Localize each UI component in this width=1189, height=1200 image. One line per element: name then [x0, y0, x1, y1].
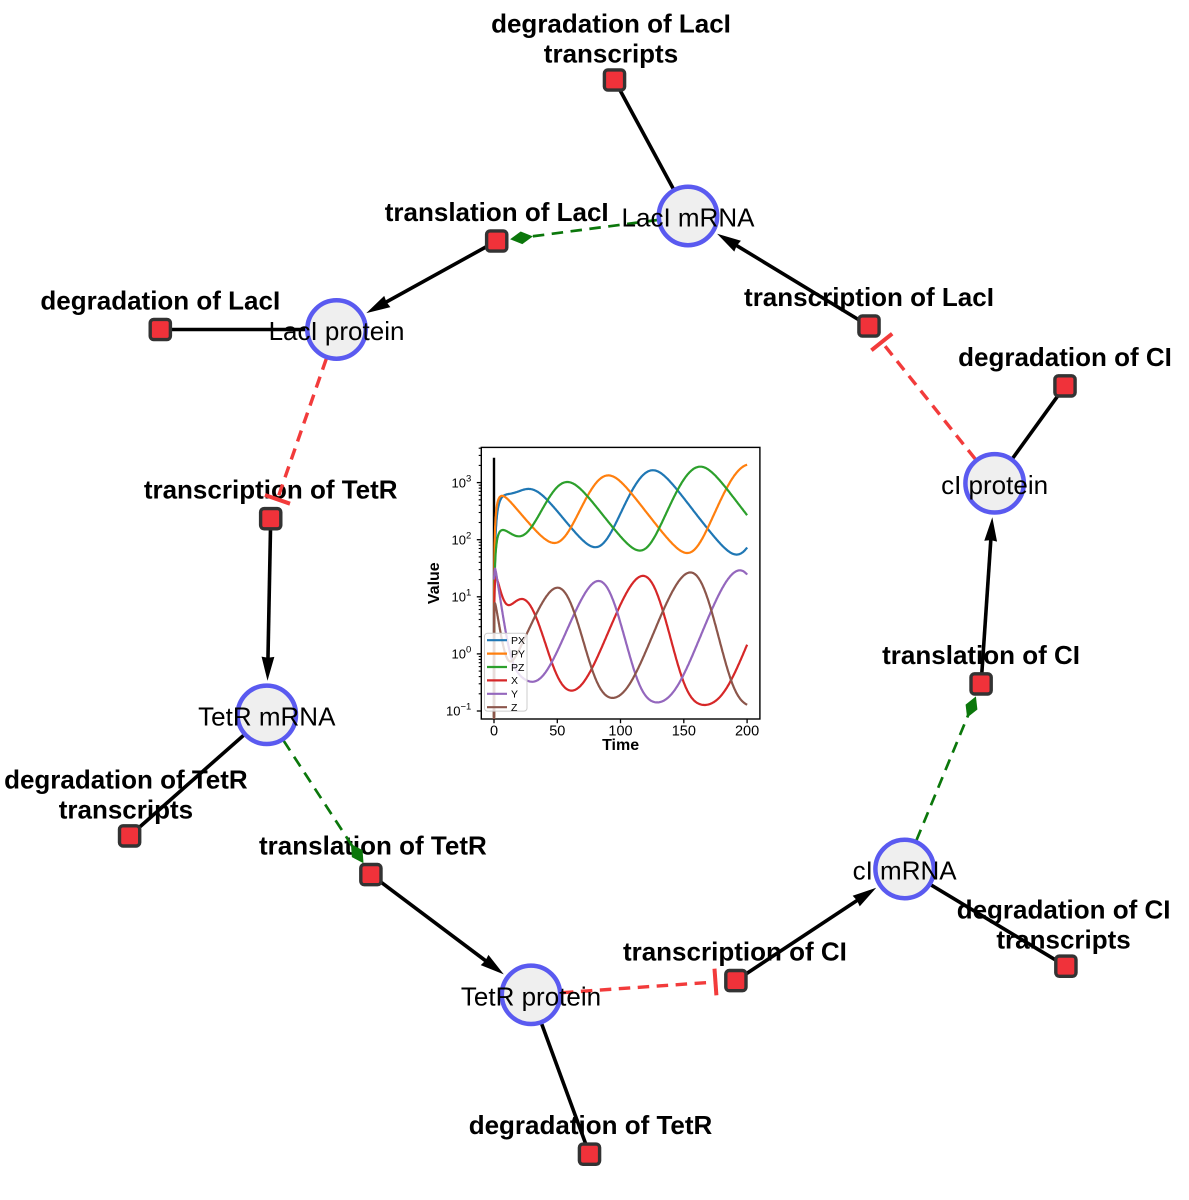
svg-text:TetR protein: TetR protein: [461, 981, 601, 1011]
svg-text:degradation of TetR: degradation of TetR: [4, 764, 248, 794]
svg-text:1: 1: [466, 588, 471, 599]
svg-text:Value: Value: [426, 562, 443, 604]
svg-text:10: 10: [452, 590, 466, 605]
svg-text:degradation of LacI: degradation of LacI: [491, 9, 731, 39]
svg-text:PX: PX: [511, 635, 525, 647]
svg-text:PY: PY: [511, 648, 525, 660]
svg-text:Y: Y: [511, 689, 518, 701]
svg-text:transcripts: transcripts: [544, 39, 678, 69]
svg-text:50: 50: [549, 724, 565, 740]
svg-text:10: 10: [452, 647, 466, 662]
svg-text:100: 100: [608, 724, 632, 740]
svg-text:cI mRNA: cI mRNA: [853, 856, 958, 886]
svg-text:transcription of CI: transcription of CI: [623, 937, 847, 967]
svg-text:degradation of TetR: degradation of TetR: [469, 1110, 713, 1140]
svg-text:TetR mRNA: TetR mRNA: [198, 701, 336, 731]
svg-text:transcription of LacI: transcription of LacI: [744, 282, 994, 312]
svg-text:Z: Z: [511, 702, 518, 714]
svg-text:translation of LacI: translation of LacI: [385, 197, 609, 227]
svg-text:−1: −1: [461, 702, 472, 713]
svg-text:0: 0: [490, 724, 498, 740]
svg-text:10: 10: [446, 704, 460, 719]
svg-text:X: X: [511, 675, 518, 687]
svg-text:transcription of TetR: transcription of TetR: [144, 475, 398, 505]
svg-text:200: 200: [735, 724, 759, 740]
svg-text:transcripts: transcripts: [996, 925, 1130, 955]
svg-text:0: 0: [466, 645, 471, 656]
svg-text:degradation of LacI: degradation of LacI: [40, 286, 280, 316]
svg-text:degradation of CI: degradation of CI: [957, 895, 1171, 925]
svg-text:10: 10: [452, 475, 466, 490]
svg-text:PZ: PZ: [511, 662, 525, 674]
svg-text:150: 150: [672, 724, 696, 740]
svg-text:cI protein: cI protein: [941, 470, 1048, 500]
svg-text:Time: Time: [602, 737, 639, 754]
svg-text:10: 10: [452, 532, 466, 547]
svg-text:translation of TetR: translation of TetR: [259, 831, 487, 861]
svg-text:degradation of CI: degradation of CI: [958, 342, 1172, 372]
svg-text:2: 2: [466, 530, 471, 541]
svg-text:3: 3: [466, 473, 471, 484]
svg-text:LacI mRNA: LacI mRNA: [622, 203, 756, 233]
svg-text:LacI protein: LacI protein: [269, 316, 405, 346]
